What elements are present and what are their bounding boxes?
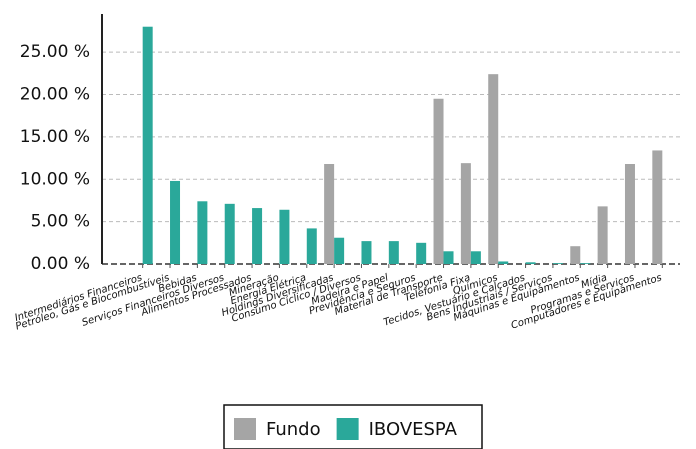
- y-tick-label: 15.00 %: [20, 127, 90, 147]
- bar: [388, 241, 399, 264]
- legend-label: Fundo: [266, 419, 321, 440]
- y-tick-label: 10.00 %: [20, 169, 90, 189]
- bar: [416, 242, 427, 264]
- bar: [443, 251, 454, 264]
- bar: [552, 263, 563, 264]
- bar: [334, 237, 345, 264]
- bar: [170, 180, 181, 264]
- bar: [570, 246, 581, 264]
- bar: [433, 98, 444, 265]
- bar: [470, 251, 481, 264]
- bar: [361, 241, 372, 264]
- bar: [460, 163, 471, 264]
- legend-swatch: [336, 418, 359, 440]
- bar: [597, 206, 608, 264]
- bar: [306, 228, 317, 264]
- bar: [197, 201, 208, 264]
- bar: [498, 261, 509, 264]
- bar: [252, 208, 263, 264]
- legend-label: IBOVESPA: [369, 419, 458, 440]
- bar: [279, 209, 290, 264]
- y-tick-label: 0.00 %: [31, 254, 90, 274]
- legend-swatch: [234, 418, 256, 440]
- bar: [142, 26, 153, 264]
- y-tick-label: 25.00 %: [20, 42, 90, 62]
- y-tick-label: 5.00 %: [31, 212, 90, 232]
- bar: [488, 74, 499, 264]
- y-tick-label: 20.00 %: [20, 85, 90, 105]
- bar: [525, 262, 536, 264]
- bar: [652, 150, 663, 264]
- bar: [624, 164, 635, 264]
- bar: [324, 164, 335, 264]
- bar: [580, 263, 591, 264]
- bar: [224, 203, 235, 264]
